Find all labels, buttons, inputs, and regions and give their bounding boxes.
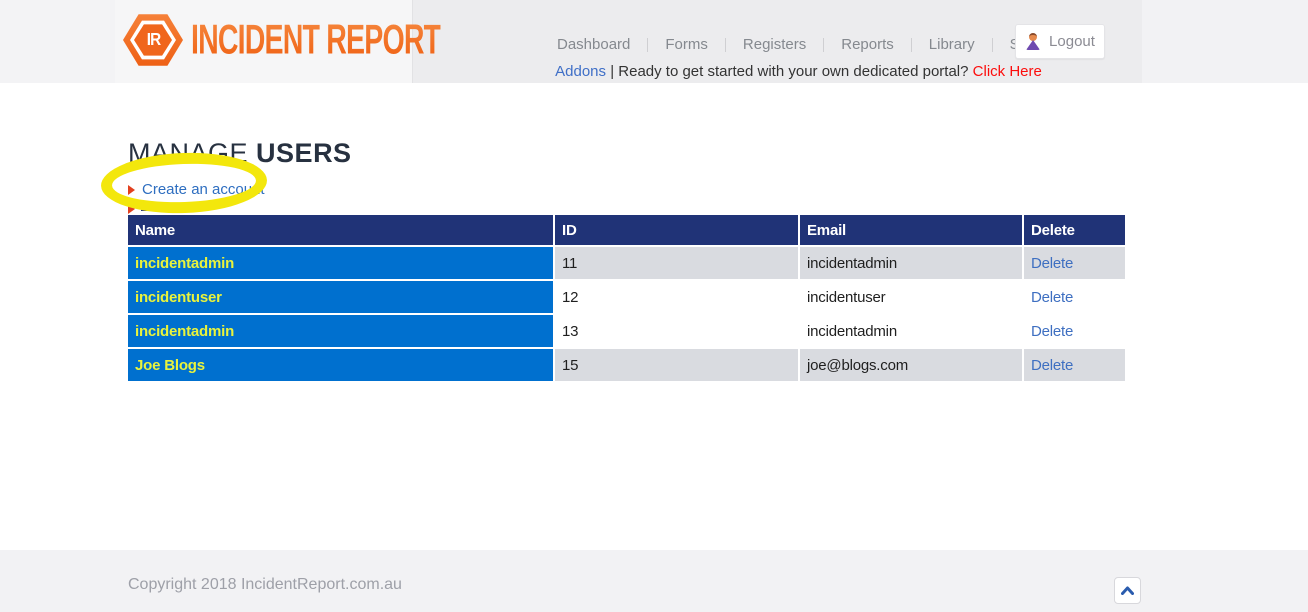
copyright-text: Copyright 2018 IncidentReport.com.au xyxy=(128,576,402,593)
user-name-cell[interactable]: incidentadmin xyxy=(128,247,553,279)
column-header-email: Email xyxy=(800,215,1022,245)
user-id-cell: 15 xyxy=(555,349,798,381)
subnav-separator: | xyxy=(610,63,615,80)
delete-link[interactable]: Delete xyxy=(1031,356,1074,374)
nav-separator xyxy=(910,37,912,52)
table-row: incidentadmin 11 incidentadmin Delete xyxy=(128,247,1125,279)
column-header-delete: Delete xyxy=(1024,215,1125,245)
user-id-cell: 11 xyxy=(555,247,798,279)
logo-hexagon-icon: IR xyxy=(123,14,183,66)
user-name-cell[interactable]: Joe Blogs xyxy=(128,349,553,381)
users-table: Name ID Email Delete incidentadmin 11 in… xyxy=(128,215,1125,383)
arrow-bullet-icon xyxy=(128,184,135,195)
nav-item-dashboard[interactable]: Dashboard xyxy=(557,36,631,53)
user-email-cell: joe@blogs.com xyxy=(800,349,1022,381)
obscured-link-fragment xyxy=(128,204,169,214)
nav-item-forms[interactable]: Forms xyxy=(665,36,708,53)
user-id-cell: 12 xyxy=(555,281,798,313)
table-row: Joe Blogs 15 joe@blogs.com Delete xyxy=(128,349,1125,381)
logo-abbr: IR xyxy=(146,29,160,50)
create-account-link[interactable]: Create an account xyxy=(142,181,265,198)
table-row: incidentadmin 13 incidentadmin Delete xyxy=(128,315,1125,347)
user-email-cell: incidentuser xyxy=(800,281,1022,313)
header: IR INCIDENT REPORT Dashboard Forms Regis… xyxy=(0,0,1308,83)
create-account-row: Create an account xyxy=(128,181,265,198)
page-title: MANAGE USERS xyxy=(128,138,352,169)
logo-text: INCIDENT REPORT xyxy=(191,16,441,63)
nav-separator xyxy=(724,37,726,52)
table-header-row: Name ID Email Delete xyxy=(128,215,1125,245)
click-here-link[interactable]: Click Here xyxy=(972,63,1042,80)
main-nav: Dashboard Forms Registers Reports Librar… xyxy=(540,34,1066,55)
column-header-id: ID xyxy=(555,215,798,245)
app-logo[interactable]: IR INCIDENT REPORT xyxy=(123,12,488,68)
footer: Copyright 2018 IncidentReport.com.au xyxy=(0,550,1308,612)
header-right-gutter xyxy=(1142,0,1308,83)
nav-separator xyxy=(823,37,825,52)
nav-item-reports[interactable]: Reports xyxy=(841,36,894,53)
column-header-name: Name xyxy=(128,215,553,245)
addons-link[interactable]: Addons xyxy=(555,63,607,80)
nav-separator xyxy=(647,37,649,52)
logout-button[interactable]: Logout xyxy=(1015,24,1105,59)
user-name-cell[interactable]: incidentadmin xyxy=(128,315,553,347)
chevron-up-icon xyxy=(1121,586,1134,595)
user-name-cell[interactable]: incidentuser xyxy=(128,281,553,313)
nav-separator xyxy=(991,37,993,52)
table-row: incidentuser 12 incidentuser Delete xyxy=(128,281,1125,313)
delete-link[interactable]: Delete xyxy=(1031,322,1074,340)
user-id-cell: 13 xyxy=(555,315,798,347)
nav-item-registers[interactable]: Registers xyxy=(742,36,807,53)
page-title-prefix: MANAGE xyxy=(128,138,249,168)
delete-link[interactable]: Delete xyxy=(1031,288,1074,306)
user-email-cell: incidentadmin xyxy=(800,247,1022,279)
subnav-bar: Addons | Ready to get started with your … xyxy=(413,63,1142,80)
user-email-cell: incidentadmin xyxy=(800,315,1022,347)
scroll-to-top-button[interactable] xyxy=(1114,577,1141,604)
logout-label: Logout xyxy=(1049,33,1095,50)
nav-item-library[interactable]: Library xyxy=(928,36,975,53)
delete-link[interactable]: Delete xyxy=(1031,254,1074,272)
arrow-bullet-icon xyxy=(128,204,135,214)
user-avatar-icon xyxy=(1025,33,1041,50)
page-title-emphasis: USERS xyxy=(256,138,352,168)
subnav-message: Ready to get started with your own dedic… xyxy=(618,63,969,80)
